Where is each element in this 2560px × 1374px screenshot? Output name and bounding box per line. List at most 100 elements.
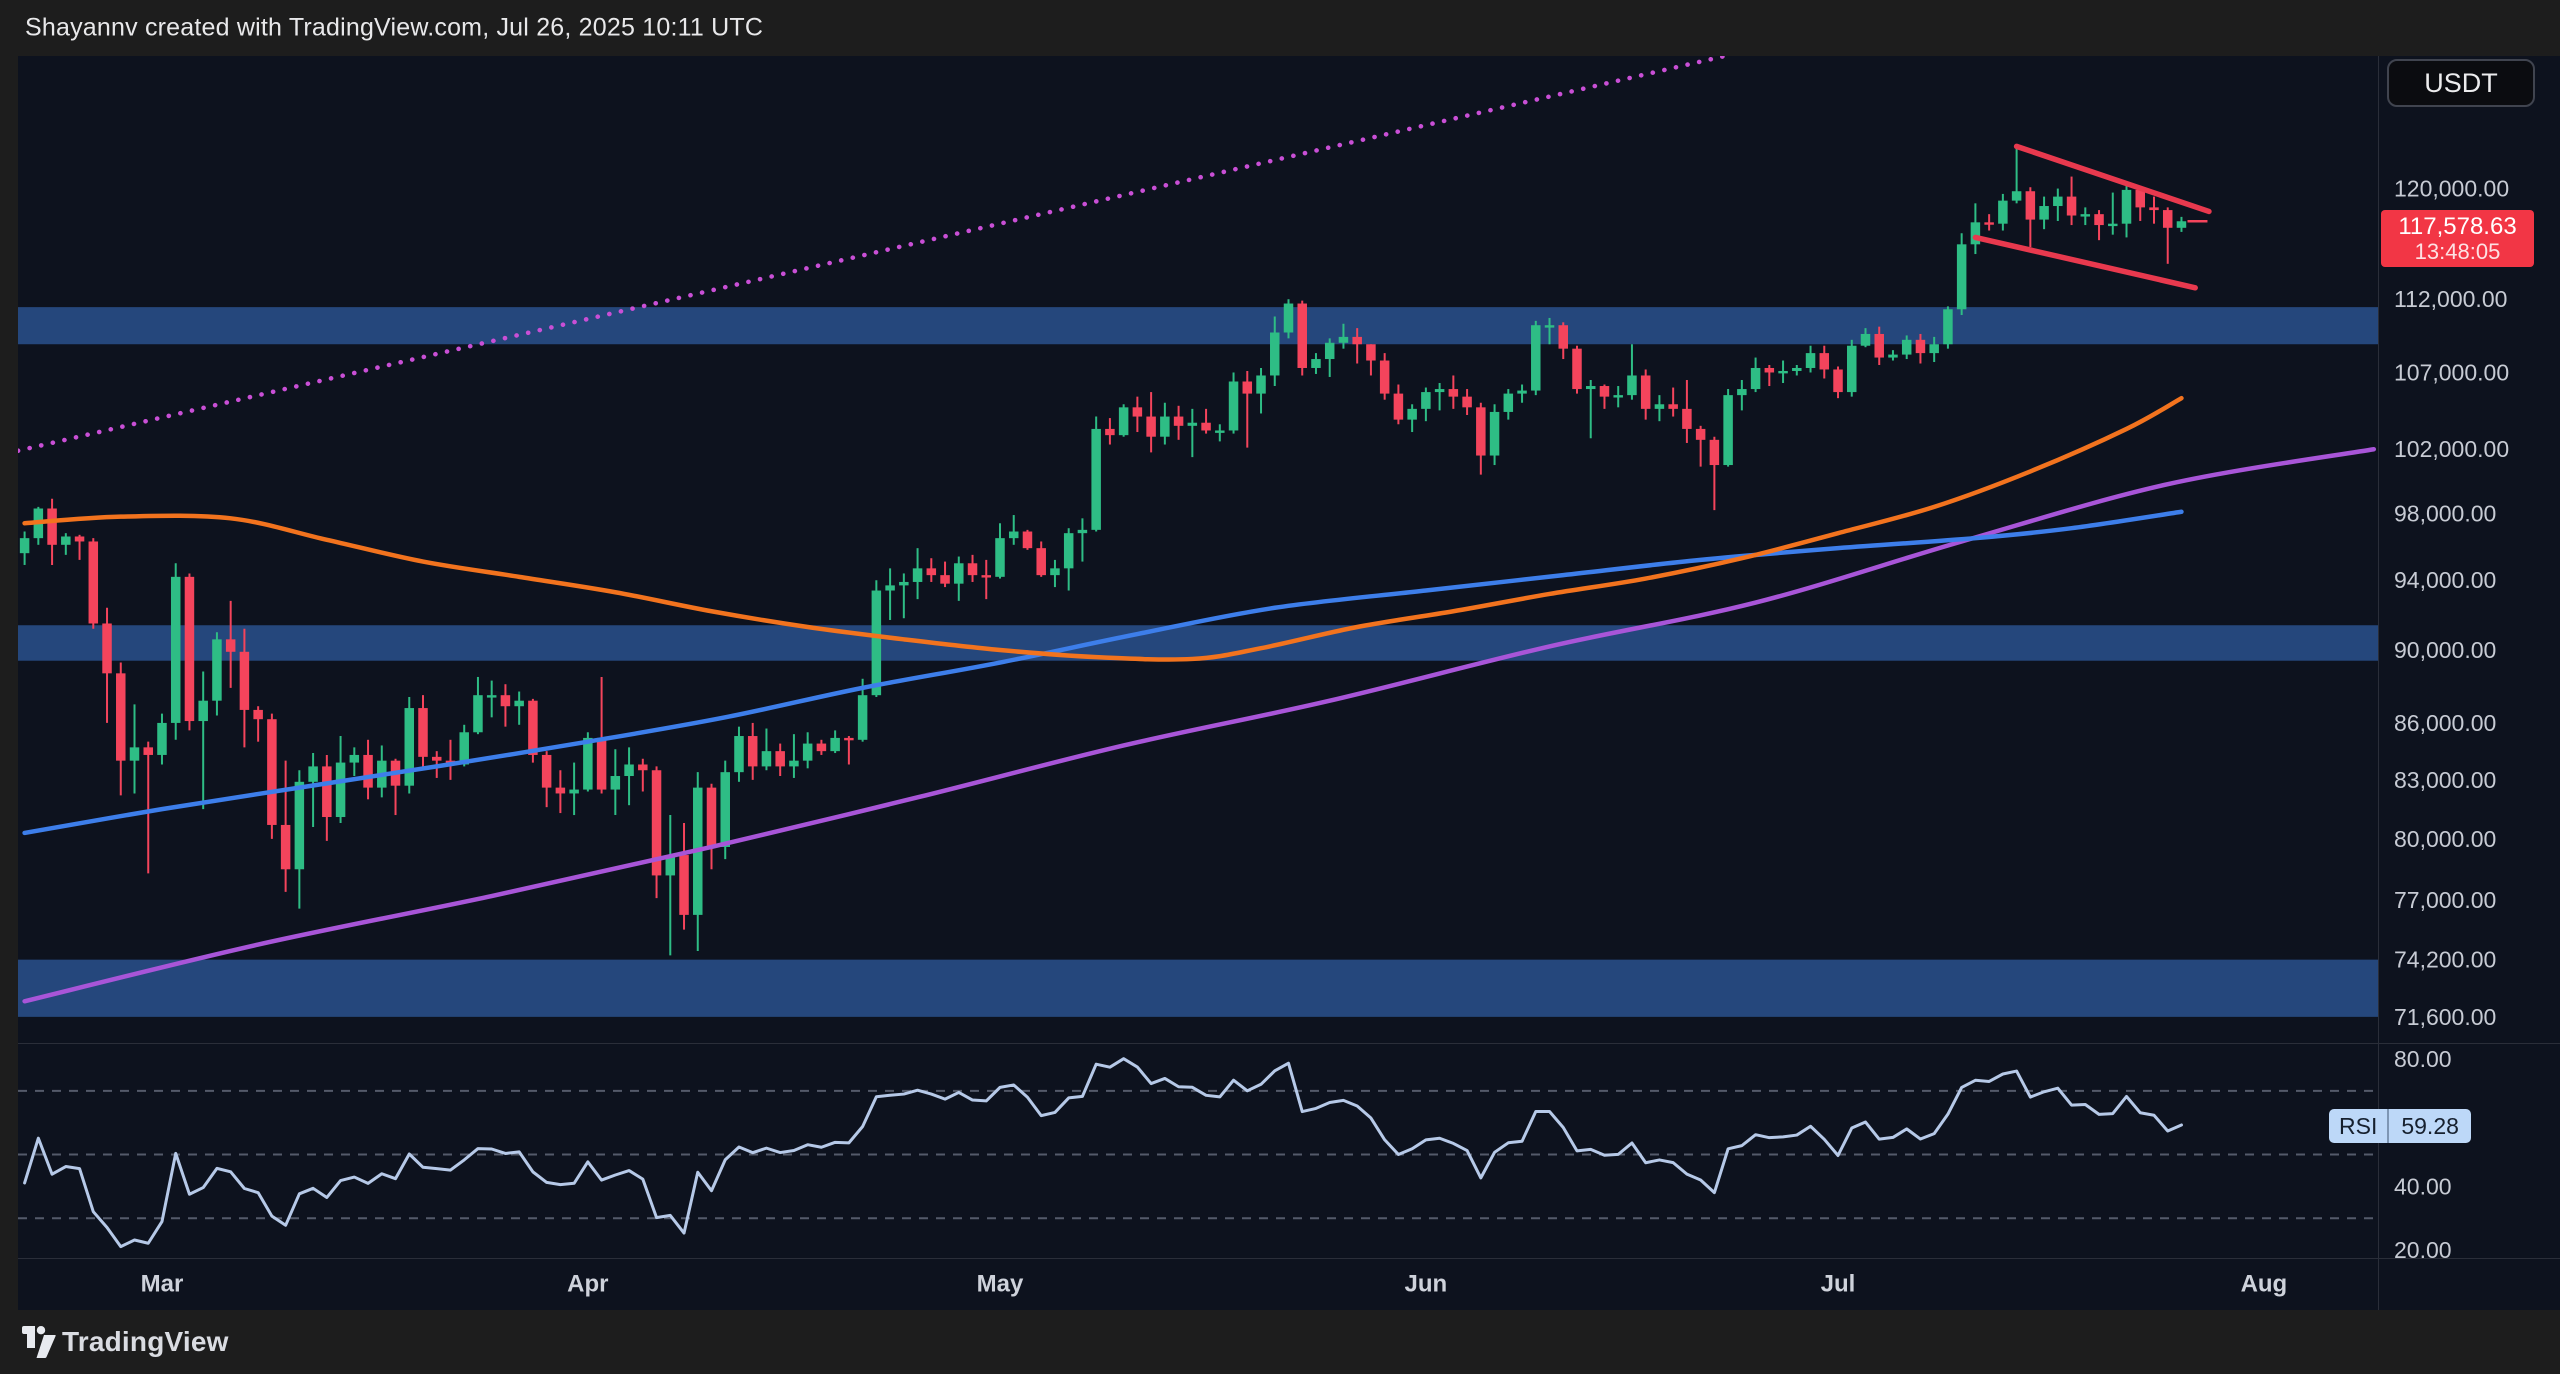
candle	[871, 580, 882, 698]
candle	[1860, 328, 1871, 348]
candle	[967, 554, 978, 582]
price-tick-label: 112,000.00	[2394, 286, 2507, 312]
channel-line-lower[interactable]	[1972, 234, 2198, 291]
candle	[596, 676, 607, 794]
last-price-badge: 117,578.63 13:48:05	[2381, 210, 2534, 267]
candle	[514, 691, 524, 725]
candle	[981, 559, 992, 600]
candle	[19, 531, 30, 565]
candle	[1847, 339, 1857, 397]
candle	[830, 730, 840, 754]
candle	[2108, 192, 2118, 235]
candle	[1558, 322, 1569, 360]
candle	[74, 534, 85, 560]
candle	[624, 747, 634, 806]
candle	[1324, 338, 1335, 377]
candle	[267, 713, 277, 839]
candle	[1187, 408, 1198, 458]
price-tick-label: 94,000.00	[2394, 567, 2496, 593]
candle	[1228, 372, 1239, 434]
candle	[1242, 370, 1253, 448]
candle	[1434, 383, 1445, 411]
title-bar: Shayannv created with TradingView.com, J…	[0, 0, 2560, 56]
candle	[789, 734, 799, 778]
candle	[844, 736, 854, 765]
chart-panel[interactable]: 120,000.00 112,000.00 107,000.00 102,000.00…	[18, 56, 2560, 1310]
rsi-value-badge: RSI 59.28	[2329, 1109, 2471, 1143]
month-label: Apr	[567, 1271, 608, 1298]
candle	[541, 751, 552, 808]
candle	[1132, 396, 1143, 433]
candle	[129, 704, 140, 794]
candle	[1544, 317, 1555, 345]
footer-brand-text[interactable]: TradingView	[62, 1326, 229, 1357]
price-tick-label: 86,000.00	[2394, 710, 2496, 736]
candle	[1366, 344, 1376, 376]
last-price-value: 117,578.63	[2398, 212, 2517, 240]
rsi-pane[interactable]	[18, 1057, 2378, 1249]
candle	[1283, 299, 1294, 339]
candle	[2066, 176, 2077, 226]
candle	[349, 747, 360, 777]
candle	[1956, 233, 1967, 316]
candle	[1750, 357, 1761, 393]
candle	[1819, 345, 1830, 379]
price-tick-label: 71,600.00	[2394, 1004, 2496, 1030]
candle	[816, 739, 827, 755]
candle	[1008, 515, 1019, 545]
candle	[1476, 402, 1486, 475]
candle	[2053, 188, 2063, 221]
candle	[486, 680, 497, 718]
candle	[1585, 379, 1596, 439]
candle	[1393, 384, 1404, 425]
candle	[377, 745, 387, 798]
candle	[1201, 408, 1211, 434]
candle	[2025, 187, 2036, 248]
candle	[1682, 379, 1692, 443]
candle	[459, 724, 469, 767]
candle	[1640, 369, 1651, 420]
candle	[1654, 395, 1665, 422]
time-axis[interactable]: Mar Apr May Jun Jul Aug	[141, 1271, 2288, 1298]
candle	[1063, 528, 1074, 591]
candle	[2135, 185, 2146, 221]
price-axis[interactable]: 120,000.00 112,000.00 107,000.00 102,000.00…	[2394, 176, 2509, 1030]
quote-currency-button[interactable]: USDT	[2387, 59, 2535, 107]
channel-line-upper[interactable]	[2013, 143, 2212, 215]
month-label: May	[977, 1271, 1024, 1298]
candle	[1970, 203, 1981, 255]
candle	[1407, 404, 1417, 433]
candle	[802, 732, 813, 769]
candle	[1901, 335, 1912, 360]
candle	[1146, 392, 1156, 453]
candle	[500, 684, 511, 727]
price-tick-label: 83,000.00	[2394, 767, 2496, 793]
month-label: Jun	[1405, 1271, 1448, 1298]
candle	[885, 568, 895, 620]
candle	[143, 741, 153, 874]
candle	[198, 671, 208, 810]
candle	[1036, 541, 1046, 577]
candle	[638, 758, 648, 792]
candle	[1215, 424, 1225, 442]
candle	[2162, 207, 2173, 264]
candle	[61, 533, 71, 555]
month-label: Jul	[1821, 1271, 1856, 1298]
price-tick-label: 98,000.00	[2394, 500, 2496, 526]
candle	[418, 695, 428, 769]
candle	[2176, 216, 2187, 232]
candle	[2080, 207, 2091, 226]
support-zone-lower	[18, 959, 2378, 1017]
candle	[954, 556, 964, 601]
dotted-trendline[interactable]	[18, 56, 1731, 454]
candle	[322, 754, 332, 841]
price-pane[interactable]	[18, 56, 2378, 1017]
candle	[33, 506, 44, 545]
candle	[1572, 345, 1582, 394]
footer-bar: TradingView	[0, 1310, 2560, 1374]
rsi-axis[interactable]: 80.00 40.00 20.00	[2394, 1046, 2452, 1263]
candle	[1792, 364, 1802, 376]
candle	[1105, 418, 1115, 445]
candle	[693, 772, 703, 952]
candle	[1489, 404, 1500, 466]
